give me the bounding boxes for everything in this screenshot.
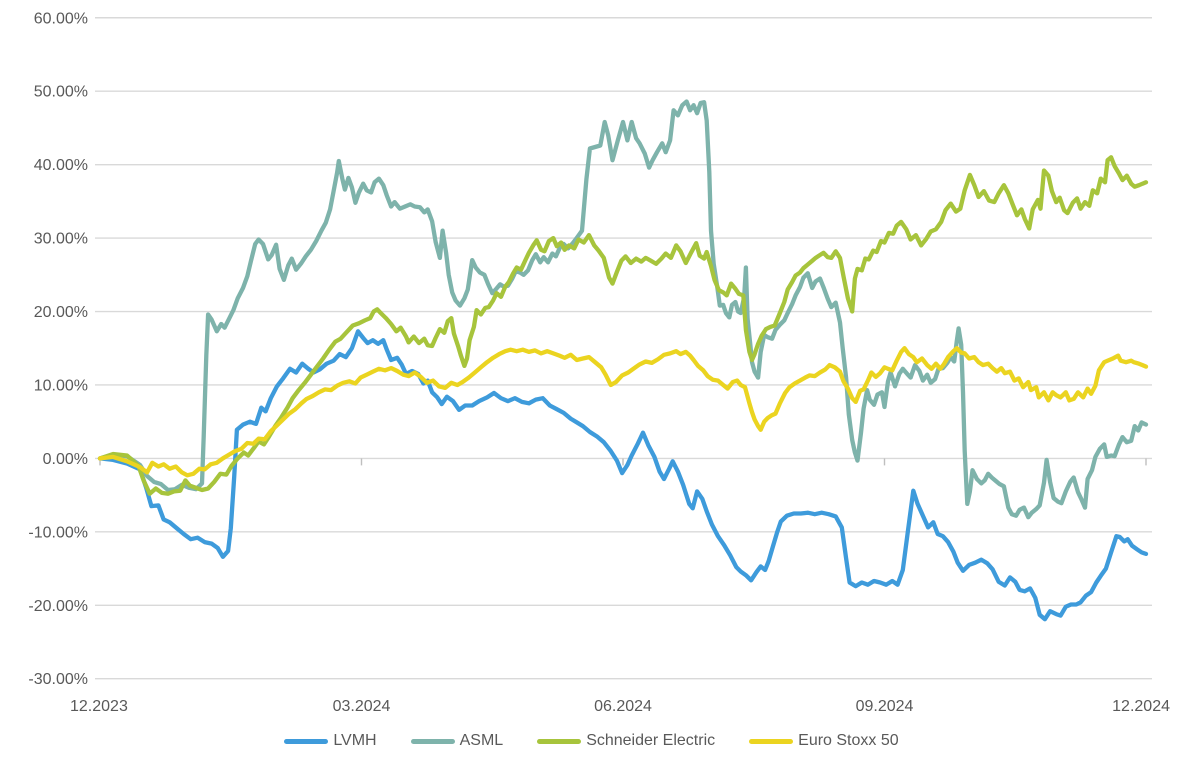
y-axis-label: -20.00% [28,598,88,615]
legend-swatch-icon [410,738,455,744]
y-axis-label: 30.00% [34,231,88,248]
legend-item-euro-stoxx-50: Euro Stoxx 50 [749,733,899,749]
legend-swatch-icon [537,738,582,744]
series-line-lvmh [97,329,1149,622]
legend-item-lvmh: LVMH [284,732,377,749]
x-axis-label: 06.2024 [594,698,652,715]
y-axis-label: -30.00% [28,671,88,688]
y-axis-label: 10.00% [34,377,88,394]
chart-legend: LVMH ASML Schneider Electric Euro Stoxx 50 [0,733,1183,749]
legend-swatch-icon [749,738,794,744]
x-axis-label: 12.2024 [1112,698,1170,715]
legend-label: LVMH [333,732,377,749]
y-axis-label: 40.00% [34,157,88,174]
y-axis-label: 0.00% [43,451,88,468]
y-axis-label: 60.00% [34,10,88,27]
legend-item-asml: ASML [410,732,504,749]
y-axis-label: 20.00% [34,304,88,321]
legend-label: Euro Stoxx 50 [798,732,899,749]
x-axis-label: 03.2024 [333,698,391,715]
series-line-schneider-electric [97,155,1149,496]
x-axis-label: 12.2023 [70,698,128,715]
y-axis-label: -10.00% [28,524,88,541]
legend-label: Schneider Electric [586,732,716,749]
legend-item-schneider-electric: Schneider Electric [537,733,715,749]
series-line-euro-stoxx-50 [97,346,1149,478]
series-line-asml [97,99,1149,520]
y-axis-label: 50.00% [34,84,88,101]
legend-swatch-icon [284,738,329,744]
x-axis-label: 09.2024 [856,698,914,715]
legend-label: ASML [459,732,504,749]
